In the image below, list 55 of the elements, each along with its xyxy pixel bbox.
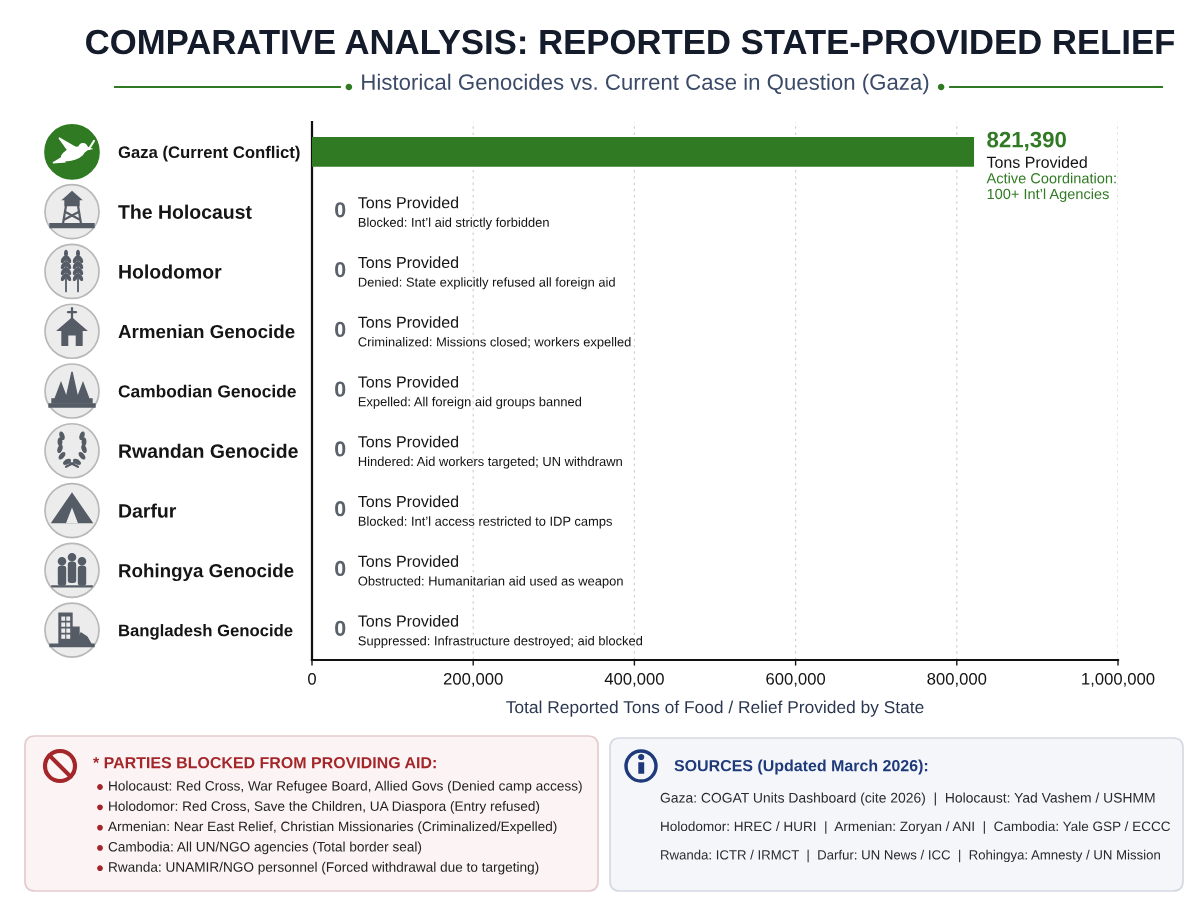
annotation: Denied: State explicitly refused all foreign aid bbox=[358, 277, 615, 290]
text: * PARTIES BLOCKED FROM PROVIDING AID: bbox=[93, 756, 436, 769]
y-tick-label: Cambodian Genocide bbox=[118, 384, 296, 398]
annotation: Obstructed: Humanitarian aid used as weapon bbox=[358, 576, 623, 589]
data-label: 0 bbox=[335, 261, 346, 278]
text: Rwanda: UNAMIR/NGO personnel (Forced withdrawal due to targeting) bbox=[109, 861, 539, 875]
text: Holocaust: Red Cross, War Refugee Board, Allied Govs (Denied camp access) bbox=[109, 780, 582, 794]
annotation: Active Coordination: 100+ Int’l Agencies bbox=[986, 172, 1116, 203]
data-label: 0 bbox=[335, 381, 346, 397]
annotation: Blocked: Int’l access restricted to IDP camps bbox=[358, 516, 612, 529]
annotation: Blocked: Int’l aid strictly forbidden bbox=[358, 217, 549, 230]
data-label: 821,390 bbox=[987, 131, 1066, 151]
x-tick-label: 400,000 bbox=[604, 672, 664, 687]
y-tick-label: Armenian Genocide bbox=[118, 324, 295, 339]
text: Gaza: COGAT Units Dashboard (cite 2026) | Holocaust: Yad Vashem / USHMM bbox=[660, 792, 1155, 806]
data-label: 0 bbox=[335, 441, 346, 457]
text: Holodomor: HREC / HURI | Armenian: Zoryan / ANI | Cambodia: Yale GSP / ECCC bbox=[661, 821, 1171, 834]
annotation: Criminalized: Missions closed; workers expelled bbox=[358, 337, 631, 350]
data-label: 0 bbox=[335, 501, 346, 517]
annotation: Tons Provided bbox=[358, 495, 459, 508]
x-axis-title: Total Reported Tons of Food / Relief Provided by State bbox=[506, 700, 924, 717]
y-tick-label: The Holocaust bbox=[118, 204, 252, 219]
y-tick-label: Rwandan Genocide bbox=[119, 443, 298, 459]
annotation: Hindered: Aid workers targeted; UN withdrawn bbox=[358, 456, 622, 469]
annotation: Tons Provided bbox=[358, 555, 459, 567]
y-tick-label: Holodomor bbox=[119, 264, 222, 279]
annotation: Tons Provided bbox=[358, 196, 459, 209]
text: Armenian: Near East Relief, Christian Missionaries (Criminalized/Expelled) bbox=[108, 821, 557, 834]
y-tick-label: Rohingya Genocide bbox=[119, 563, 294, 582]
annotation: Tons Provided bbox=[358, 256, 459, 269]
annotation: Suppressed: Infrastructure destroyed; aid blocked bbox=[358, 635, 643, 648]
annotation: Tons Provided bbox=[358, 375, 459, 388]
annotation: Tons Provided bbox=[358, 435, 459, 448]
source-note: SOURCES (Updated March 2026): bbox=[674, 759, 928, 775]
annotation: Tons Provided bbox=[358, 316, 459, 328]
text: Holodomor: Red Cross, Save the Children, UA Diaspora (Entry refused) bbox=[109, 800, 540, 814]
data-label: 0 bbox=[335, 560, 346, 577]
annotation: Tons Provided bbox=[358, 615, 459, 627]
chart-subtitle: Historical Genocides vs. Current Case in Question (Gaza) bbox=[362, 73, 929, 95]
chart-title: COMPARATIVE ANALYSIS: REPORTED STATE-PROVIDED RELIEF bbox=[86, 29, 1175, 55]
data-label: 0 bbox=[335, 321, 346, 337]
y-tick-label: Darfur bbox=[119, 503, 177, 518]
x-tick-label: 0 bbox=[308, 672, 316, 685]
x-tick-label: 600,000 bbox=[766, 672, 826, 687]
annotation: Tons Provided bbox=[986, 156, 1087, 168]
x-tick-label: 800,000 bbox=[927, 672, 987, 687]
y-tick-label: Gaza (Current Conflict) bbox=[118, 145, 300, 162]
x-tick-label: 200,000 bbox=[443, 672, 503, 687]
text: Rwanda: ICTR / IRMCT | Darfur: UN News / ICC | Rohingya: Amnesty / UN Mission bbox=[661, 849, 1160, 863]
annotation: Expelled: All foreign aid groups banned bbox=[358, 396, 582, 409]
x-tick-label: 1,000,000 bbox=[1082, 672, 1155, 687]
data-label: 0 bbox=[335, 620, 346, 636]
data-label: 0 bbox=[335, 202, 346, 218]
text: Cambodia: All UN/NGO agencies (Total border seal) bbox=[108, 841, 422, 855]
y-tick-label: Bangladesh Genocide bbox=[119, 624, 293, 640]
